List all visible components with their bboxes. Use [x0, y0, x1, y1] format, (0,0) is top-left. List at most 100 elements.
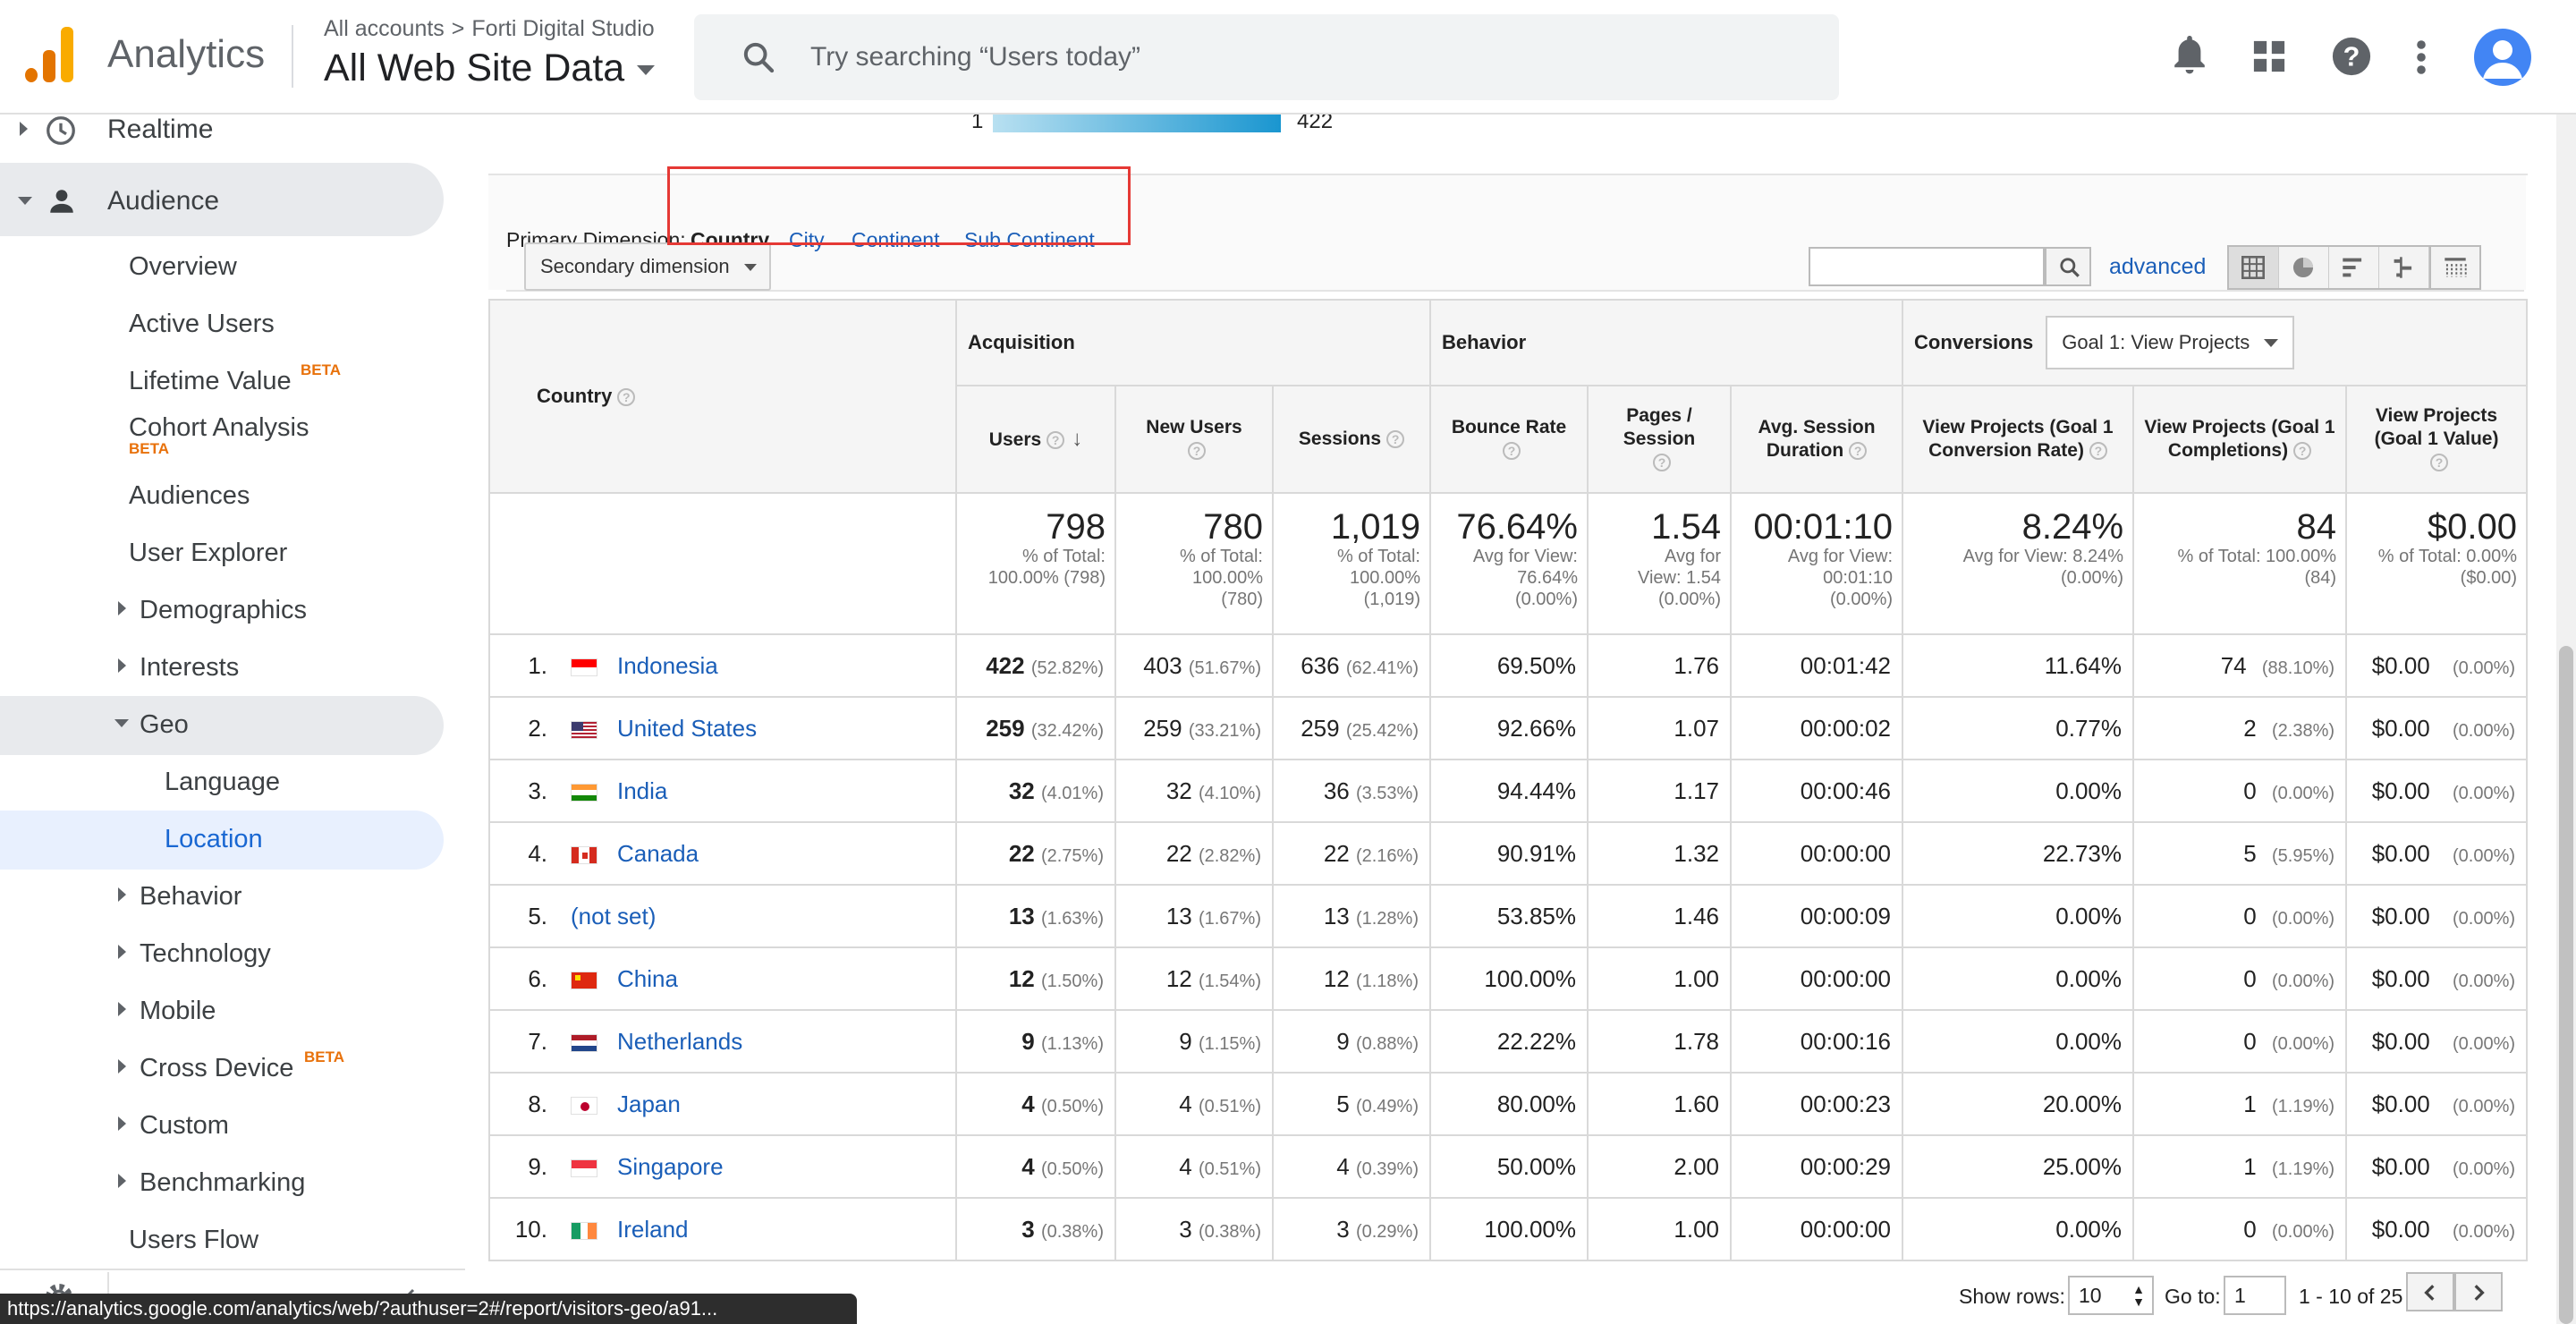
sidebar-item-benchmarking[interactable]: Benchmarking — [140, 1168, 306, 1197]
more-vert-icon[interactable] — [2415, 39, 2428, 75]
country-link[interactable]: Indonesia — [617, 651, 718, 679]
sidebar-item-behavior[interactable]: Behavior — [140, 882, 242, 911]
sidebar-item-user-explorer[interactable]: User Explorer — [129, 539, 288, 567]
secondary-dimension-dropdown[interactable]: Secondary dimension — [524, 242, 771, 291]
col-users[interactable]: Users? ↓ — [955, 385, 1116, 494]
table-row: 7. Netherlands 9 (1.13%) 9 (1.15%) 9 (0.88%)… — [488, 1009, 2529, 1074]
performance-view-button[interactable] — [2329, 247, 2379, 288]
country-link[interactable]: (not set) — [571, 902, 657, 929]
sidebar-item-location[interactable]: Location — [165, 825, 263, 853]
new-users-cell: 13 (1.67%) — [1114, 884, 1274, 948]
bounce-rate-cell: 53.85% — [1429, 884, 1589, 948]
sidebar-item-realtime[interactable]: Realtime — [107, 115, 214, 144]
help-icon[interactable]: ? — [2331, 36, 2372, 77]
bounce-rate-cell: 80.00% — [1429, 1072, 1589, 1136]
help-icon[interactable]: ? — [1188, 442, 1206, 461]
view-selector[interactable]: All Web Site Data — [324, 47, 656, 90]
search-input[interactable] — [810, 36, 1794, 79]
pie-view-button[interactable] — [2279, 247, 2329, 288]
sessions-cell: 22 (2.16%) — [1272, 821, 1431, 886]
col-bounce-rate[interactable]: Bounce Rate? — [1429, 385, 1589, 494]
help-icon[interactable]: ? — [617, 388, 636, 407]
breadcrumb-property[interactable]: Forti Digital Studio — [471, 16, 655, 41]
country-cell: 9. Singapore — [488, 1134, 957, 1199]
country-link[interactable]: Singapore — [617, 1152, 724, 1180]
col-goal-completions[interactable]: View Projects (Goal 1 Completions)? — [2132, 385, 2348, 494]
help-icon[interactable]: ? — [2293, 442, 2312, 461]
goal-dropdown[interactable]: Goal 1: View Projects — [2046, 316, 2295, 369]
total-completions: 84% of Total: 100.00% (84) — [2132, 492, 2348, 635]
country-link[interactable]: India — [617, 777, 668, 804]
sidebar-item-geo[interactable]: Geo — [140, 710, 189, 739]
col-goal-value[interactable]: View Projects (Goal 1 Value)? — [2345, 385, 2529, 494]
table-view-button[interactable] — [2229, 247, 2279, 288]
analytics-logo-icon[interactable] — [25, 27, 75, 82]
sidebar-item-interests[interactable]: Interests — [140, 653, 240, 682]
comparison-view-button[interactable] — [2379, 247, 2429, 288]
help-icon[interactable]: ? — [1386, 430, 1405, 449]
country-header[interactable]: Country? — [488, 299, 957, 494]
col-avg-session-duration[interactable]: Avg. Session Duration? — [1729, 385, 1904, 494]
sidebar-item-cohort-analysis[interactable]: Cohort Analysis — [129, 413, 309, 442]
sidebar-item-overview[interactable]: Overview — [129, 252, 237, 281]
help-icon[interactable]: ? — [2430, 454, 2449, 472]
prev-page-button[interactable] — [2406, 1272, 2454, 1311]
sidebar-item-mobile[interactable]: Mobile — [140, 997, 216, 1025]
next-page-button[interactable] — [2454, 1272, 2503, 1311]
sidebar-item-lifetime-value[interactable]: Lifetime Value — [129, 367, 292, 395]
chevron-right-icon — [118, 1059, 126, 1074]
country-link[interactable]: United States — [617, 714, 758, 742]
help-icon[interactable]: ? — [1849, 442, 1868, 461]
sidebar-item-language[interactable]: Language — [165, 768, 281, 796]
chevron-right-icon — [118, 1174, 126, 1188]
breadcrumb-accounts[interactable]: All accounts — [324, 16, 445, 41]
sort-desc-icon[interactable]: ↓ — [1072, 426, 1083, 451]
sidebar-item-demographics[interactable]: Demographics — [140, 596, 307, 624]
goal-value-cell: $0.00 (0.00%) — [2345, 1009, 2529, 1074]
sidebar-item-users-flow[interactable]: Users Flow — [129, 1226, 259, 1254]
help-icon[interactable]: ? — [2089, 442, 2107, 461]
country-link[interactable]: China — [617, 964, 678, 992]
users-cell: 32 (4.01%) — [955, 759, 1116, 823]
col-sessions[interactable]: Sessions? — [1272, 385, 1431, 494]
vertical-scrollbar[interactable] — [2556, 115, 2576, 1324]
country-link[interactable]: Canada — [617, 839, 699, 867]
show-rows-select[interactable]: 10 ▲ ▼ — [2068, 1276, 2154, 1315]
sidebar-item-custom[interactable]: Custom — [140, 1111, 229, 1140]
avatar[interactable] — [2474, 29, 2531, 86]
goto-input[interactable]: 1 — [2224, 1276, 2286, 1315]
dimension-continent[interactable]: Continent — [852, 228, 940, 251]
sidebar-item-audiences[interactable]: Audiences — [129, 481, 250, 510]
advanced-filter-link[interactable]: advanced — [2109, 254, 2207, 279]
scrollbar-thumb[interactable] — [2559, 646, 2573, 1324]
col-new-users[interactable]: New Users? — [1114, 385, 1274, 494]
sidebar-item-audience[interactable]: Audience — [107, 186, 220, 216]
breadcrumb[interactable]: All accounts > Forti Digital Studio — [324, 16, 655, 42]
table-search-button[interactable] — [2045, 247, 2091, 286]
row-number: 9. — [528, 1152, 547, 1180]
completions-cell: 74 (88.10%) — [2132, 633, 2348, 698]
help-icon[interactable]: ? — [1046, 430, 1065, 449]
pages-per-session-cell: 1.00 — [1587, 946, 1732, 1011]
completions-cell: 2 (2.38%) — [2132, 696, 2348, 760]
sidebar-item-active-users[interactable]: Active Users — [129, 310, 275, 338]
col-pages-per-session[interactable]: Pages / Session? — [1587, 385, 1732, 494]
sidebar-item-technology[interactable]: Technology — [140, 939, 271, 968]
search-box[interactable] — [694, 14, 1839, 100]
total-users: 798% of Total: 100.00% (798) — [955, 492, 1116, 635]
table-filter-input[interactable] — [1809, 247, 2045, 286]
country-link[interactable]: Japan — [617, 1090, 681, 1117]
pivot-view-button[interactable] — [2431, 245, 2481, 290]
col-goal-conversion-rate[interactable]: View Projects (Goal 1 Conversion Rate)? — [1902, 385, 2135, 494]
country-link[interactable]: Netherlands — [617, 1027, 743, 1055]
bell-icon[interactable] — [2168, 32, 2211, 79]
dimension-sub-continent[interactable]: Sub Continent — [964, 228, 1095, 251]
help-icon[interactable]: ? — [1503, 442, 1521, 461]
sidebar-item-cross-device[interactable]: Cross Device — [140, 1054, 294, 1082]
totals-label-cell — [488, 492, 957, 635]
help-icon[interactable]: ? — [1653, 454, 1671, 472]
country-link[interactable]: Ireland — [617, 1215, 689, 1243]
dimension-city[interactable]: City — [789, 228, 825, 251]
apps-grid-icon[interactable] — [2252, 39, 2286, 73]
chevron-down-icon — [18, 197, 32, 205]
